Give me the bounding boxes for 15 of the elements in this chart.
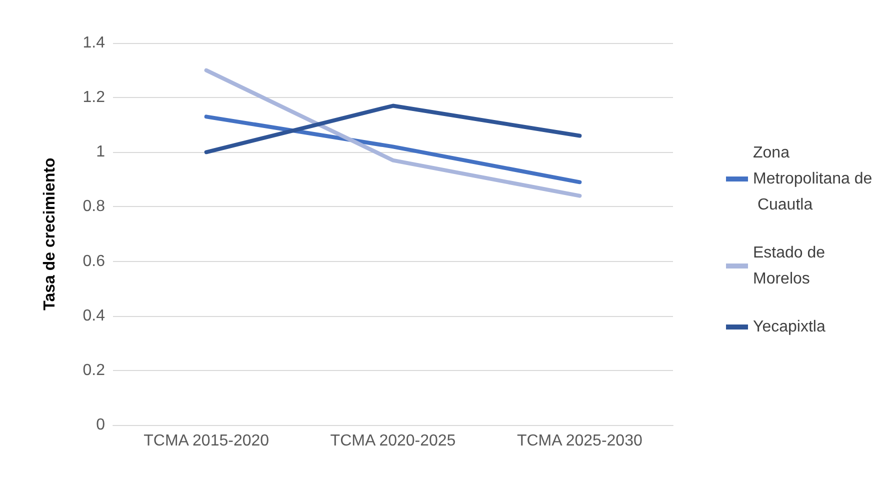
- x-tick-label: TCMA 2025-2030: [516, 432, 642, 450]
- y-tick-label: 0.2: [82, 362, 106, 379]
- y-tick-label: 1.2: [82, 89, 106, 106]
- legend-label: Yecapixtla: [753, 318, 826, 336]
- legend-label: Zona Metropolitana de Cuautla: [753, 144, 872, 214]
- y-tick-label: 0.8: [82, 198, 106, 216]
- y-axis-title: Tasa de crecimiento: [42, 157, 58, 310]
- legend-label: Estado de Morelos: [753, 244, 830, 288]
- x-tick-label: TCMA 2020-2025: [330, 432, 456, 450]
- y-tick-label: 0.4: [82, 307, 106, 324]
- y-tick-label: 1.4: [82, 34, 106, 52]
- y-tick-label: 0: [96, 416, 106, 434]
- y-tick-label: 0.6: [82, 252, 106, 270]
- y-tick-label: 1: [96, 144, 106, 161]
- x-tick-label: TCMA 2015-2020: [144, 432, 270, 450]
